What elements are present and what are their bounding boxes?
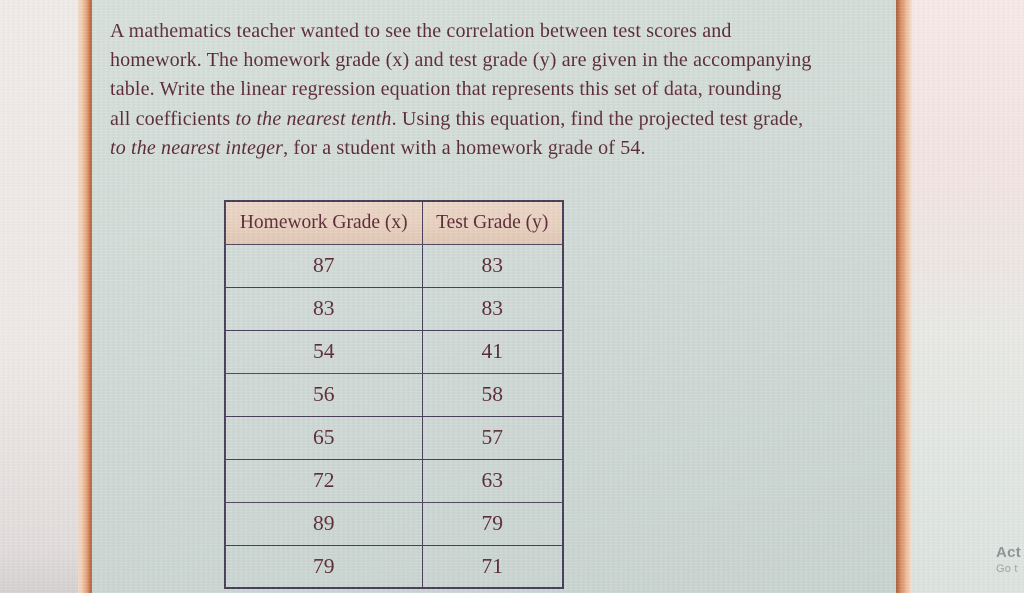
problem-text-italic-segment: to the nearest integer [110,136,284,159]
homework-grade-cell: 79 [224,544,423,589]
table-header-row: Homework Grade (x) Test Grade (y) [224,200,564,245]
homework-grade-header: Homework Grade (x) [224,200,423,245]
test-grade-cell: 58 [421,372,564,417]
problem-line: homework. The homework grade (x) and tes… [110,46,812,75]
table-row: 79 71 [224,544,564,589]
problem-text-segment: A mathematics teacher wanted to see the … [110,20,732,42]
watermark-line2: Go t [996,563,1018,575]
table-row: 54 41 [224,329,564,374]
grades-table-body: 87 83 83 83 54 41 56 58 65 57 72 63 89 79 79 71 [224,243,564,589]
right-page-edge [896,0,912,593]
problem-text-segment: . Using this equation, find the projecte… [391,107,804,130]
test-grade-cell: 83 [421,243,564,288]
table-row: 65 57 [224,415,564,460]
problem-text-segment: table. Write the linear regression equat… [110,78,782,101]
left-page-edge [78,0,92,593]
problem-line: all coefficients to the nearest tenth. U… [110,105,812,134]
homework-grade-cell: 65 [224,415,423,460]
problem-line: A mathematics teacher wanted to see the … [110,17,812,46]
test-grade-cell: 63 [421,458,564,503]
problem-text-italic-segment: to the nearest tenth [235,107,392,130]
homework-grade-cell: 87 [224,243,423,288]
problem-text: A mathematics teacher wanted to see the … [110,17,812,163]
homework-grade-cell: 54 [224,329,423,374]
homework-grade-cell: 89 [224,501,423,546]
problem-line: table. Write the linear regression equat… [110,75,812,104]
table-row: 83 83 [224,286,564,331]
table-row: 56 58 [224,372,564,417]
left-page-margin [0,0,78,593]
grades-table: Homework Grade (x) Test Grade (y) 87 83 83… [224,200,564,589]
homework-grade-cell: 56 [224,372,423,417]
homework-grade-cell: 83 [224,286,423,331]
homework-grade-cell: 72 [224,458,423,503]
problem-text-segment: homework. The homework grade (x) and tes… [110,49,812,72]
activation-watermark: Act Go t [996,544,1021,575]
test-grade-cell: 41 [421,329,564,374]
test-grade-cell: 71 [421,544,564,589]
table-row: 87 83 [224,243,564,288]
table-row: 72 63 [224,458,564,503]
problem-line: to the nearest integer, for a student wi… [110,134,812,163]
test-grade-cell: 83 [421,286,564,331]
watermark-line1: Act [996,544,1022,561]
problem-text-segment: , for a student with a homework grade of… [283,136,646,159]
test-grade-header: Test Grade (y) [421,200,564,245]
test-grade-cell: 57 [421,415,564,460]
test-grade-cell: 79 [421,501,564,546]
problem-page: A mathematics teacher wanted to see the … [92,0,896,593]
table-row: 89 79 [224,501,564,546]
problem-text-segment: all coefficients [110,107,236,130]
right-page-margin [912,0,1024,593]
